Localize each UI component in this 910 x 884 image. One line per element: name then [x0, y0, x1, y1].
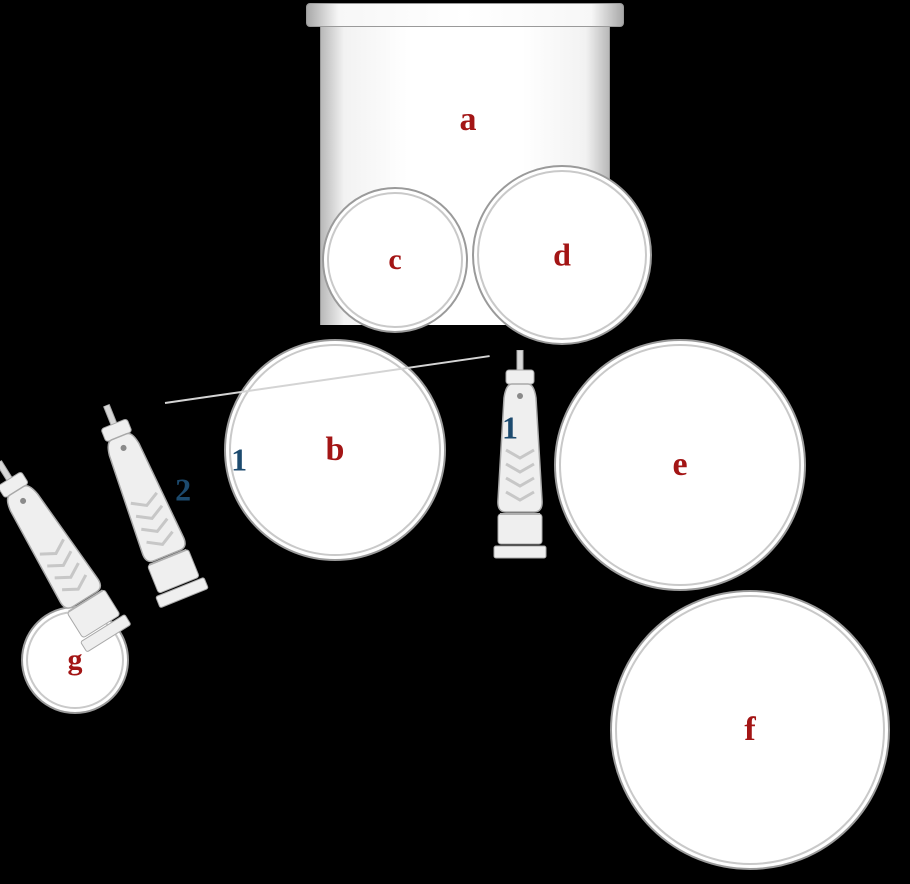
- drum-f: [610, 590, 890, 870]
- drumkit-diagram: a cdbefg 112: [0, 0, 910, 884]
- bass-drum-rim: [306, 3, 624, 27]
- pedal-p1a: [490, 350, 550, 560]
- drum-b: [224, 339, 446, 561]
- drum-c: [322, 187, 468, 333]
- drum-e: [554, 339, 806, 591]
- drum-d: [472, 165, 652, 345]
